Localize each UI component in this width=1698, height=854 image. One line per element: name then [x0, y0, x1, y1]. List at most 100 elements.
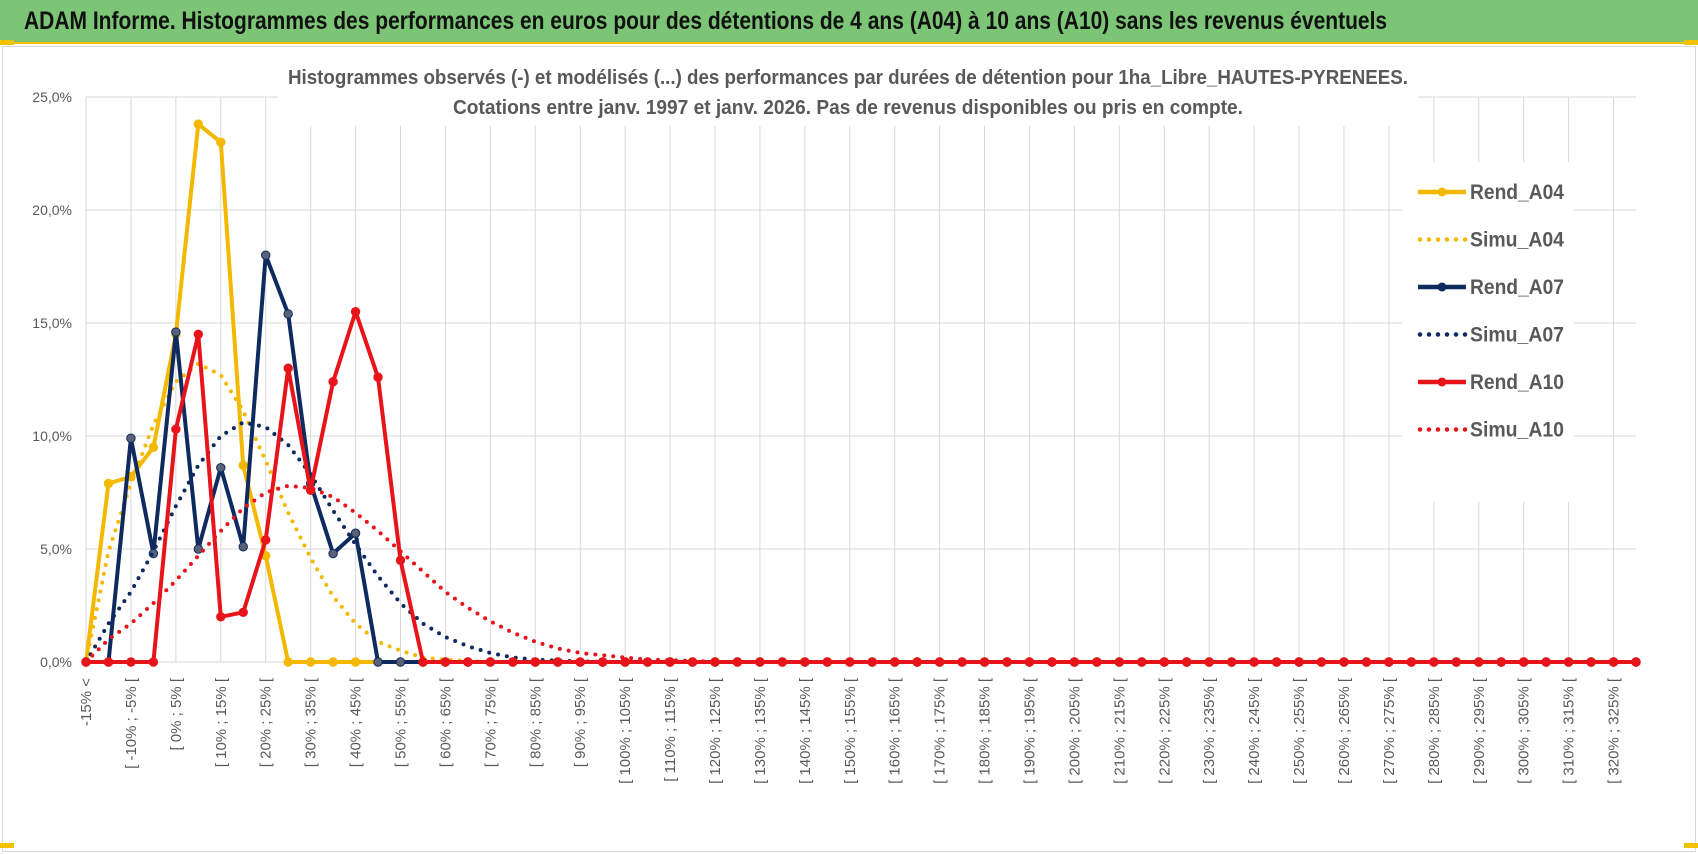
- data-point-rend_a07: [373, 657, 383, 667]
- data-point-rend_a10: [575, 657, 585, 667]
- data-point-rend_a07: [261, 250, 271, 260]
- chart-title: Histogrammes observés (-) et modélisés (…: [288, 67, 1408, 89]
- data-point-rend_a10: [463, 657, 473, 667]
- x-tick-label: [ 0% ; 5% [: [168, 677, 185, 750]
- data-point-rend_a10: [238, 607, 248, 617]
- data-point-rend_a10: [1294, 657, 1304, 667]
- x-tick-label: [ 300% ; 305% [: [1516, 677, 1533, 784]
- data-point-rend_a10: [261, 535, 271, 545]
- report-banner: ADAM Informe. Histogrammes des performan…: [0, 0, 1698, 44]
- data-point-rend_a04: [238, 460, 248, 471]
- x-tick-label: [ 130% ; 135% [: [752, 677, 769, 784]
- data-point-rend_a04: [103, 478, 114, 489]
- x-tick-label: [ 140% ; 145% [: [797, 677, 814, 784]
- x-tick-label: [ 280% ; 285% [: [1426, 677, 1443, 784]
- data-point-rend_a07: [283, 309, 293, 319]
- legend-backdrop: [1402, 162, 1574, 502]
- legend-label-rend_a04: Rend_A04: [1470, 181, 1564, 204]
- x-tick-label: [ 70% ; 75% [: [482, 677, 499, 767]
- data-point-rend_a04: [305, 657, 316, 667]
- data-point-rend_a04: [328, 657, 338, 667]
- performance-histogram-chart: 0,0% 5,0% 10,0% 15,0% 20,0% 25,0% -15% < [ -10%…: [32, 60, 1641, 784]
- x-tick-label: [ 90% ; 95% [: [572, 677, 589, 767]
- data-point-rend_a10: [440, 657, 451, 667]
- data-point-rend_a04: [350, 657, 361, 667]
- data-point-rend_a10: [485, 657, 496, 667]
- x-tick-label: [ 180% ; 185% [: [977, 677, 994, 784]
- frame-corner-top-left: [0, 40, 14, 45]
- x-tick-label: [ 310% ; 315% [: [1561, 677, 1578, 784]
- data-point-rend_a10: [553, 657, 563, 667]
- x-tick-label: [ 230% ; 235% [: [1201, 677, 1218, 784]
- data-point-rend_a04: [283, 657, 293, 667]
- data-point-rend_a07: [193, 544, 204, 554]
- data-point-rend_a10: [171, 424, 181, 434]
- data-point-rend_a07: [350, 528, 361, 538]
- legend-label-simu_a10: Simu_A10: [1470, 419, 1564, 442]
- x-tick-label: -15% <: [78, 678, 95, 726]
- frame-corner-top-right: [1684, 40, 1698, 45]
- x-tick-label: [ 190% ; 195% [: [1021, 677, 1038, 784]
- data-point-rend_a04: [193, 119, 204, 129]
- data-point-rend_a10: [328, 377, 338, 387]
- x-tick-label: [ 60% ; 65% [: [437, 677, 454, 767]
- x-tick-label: [ -10% ; -5% [: [123, 677, 140, 769]
- y-tick-label: 25,0%: [32, 89, 72, 105]
- data-point-rend_a10: [418, 657, 428, 667]
- data-point-rend_a10: [395, 555, 406, 565]
- x-tick-label: [ 210% ; 215% [: [1111, 677, 1128, 784]
- legend-marker-rend_a07: [1437, 282, 1447, 292]
- legend: Rend_A04 Simu_A04 Rend_A07 Simu_A07 Rend_A10…: [1402, 162, 1574, 502]
- legend-label-simu_a07: Simu_A07: [1470, 324, 1564, 347]
- data-point-rend_a04: [216, 137, 226, 147]
- data-point-rend_a10: [597, 657, 608, 667]
- title-backdrop: [278, 60, 1418, 126]
- legend-label-rend_a07: Rend_A07: [1470, 276, 1564, 299]
- x-tick-label: [ 200% ; 205% [: [1066, 677, 1083, 784]
- x-tick-label: [ 150% ; 155% [: [842, 677, 859, 784]
- x-tick-label: [ 290% ; 295% [: [1471, 677, 1488, 784]
- x-tick-label: [ 320% ; 325% [: [1606, 677, 1623, 784]
- x-tick-label: [ 50% ; 55% [: [392, 677, 409, 767]
- data-point-rend_a10: [126, 657, 136, 667]
- data-point-rend_a10: [350, 307, 361, 317]
- x-tick-label: [ 120% ; 125% [: [707, 677, 724, 784]
- x-tick-label: [ 160% ; 165% [: [887, 677, 904, 784]
- x-tick-label: [ 30% ; 35% [: [303, 677, 320, 767]
- legend-label-simu_a04: Simu_A04: [1470, 229, 1564, 252]
- data-point-rend_a07: [126, 433, 136, 443]
- data-point-rend_a07: [395, 657, 406, 667]
- legend-marker-rend_a10: [1437, 377, 1447, 387]
- x-tick-label: [ 250% ; 255% [: [1291, 677, 1308, 784]
- x-tick-label: [ 240% ; 245% [: [1246, 677, 1263, 784]
- frame-corner-bottom-left: [0, 843, 14, 848]
- data-point-rend_a10: [148, 657, 159, 667]
- data-point-rend_a07: [328, 548, 338, 559]
- data-point-rend_a10: [103, 657, 114, 667]
- data-point-rend_a10: [1002, 657, 1012, 667]
- x-tick-label: [ 80% ; 85% [: [527, 677, 544, 767]
- data-point-rend_a10: [508, 657, 518, 667]
- chart-subtitle: Cotations entre janv. 1997 et janv. 2026…: [453, 97, 1243, 119]
- y-tick-label: 20,0%: [32, 202, 72, 218]
- y-tick-label: 10,0%: [32, 428, 72, 444]
- data-point-rend_a10: [193, 329, 204, 339]
- y-tick-label: 5,0%: [40, 541, 72, 557]
- x-tick-label: [ 20% ; 25% [: [258, 677, 275, 767]
- x-tick-label: [ 170% ; 175% [: [932, 677, 949, 784]
- data-point-rend_a04: [148, 442, 159, 452]
- data-point-rend_a07: [216, 462, 226, 473]
- x-tick-label: [ 220% ; 225% [: [1156, 677, 1173, 784]
- x-tick-label: [ 260% ; 265% [: [1336, 677, 1353, 784]
- data-point-rend_a10: [373, 372, 383, 382]
- data-point-rend_a10: [1631, 657, 1641, 667]
- report-title: ADAM Informe. Histogrammes des performan…: [24, 7, 1388, 35]
- data-point-rend_a10: [283, 363, 293, 373]
- x-tick-label: [ 270% ; 275% [: [1381, 677, 1398, 784]
- series-line-simu_a10: [84, 483, 1638, 664]
- x-tick-label: [ 40% ; 45% [: [348, 677, 365, 767]
- data-point-rend_a10: [1047, 657, 1057, 667]
- legend-marker-rend_a04: [1437, 187, 1447, 197]
- frame-corner-bottom-right: [1684, 843, 1698, 848]
- data-point-rend_a10: [216, 612, 226, 622]
